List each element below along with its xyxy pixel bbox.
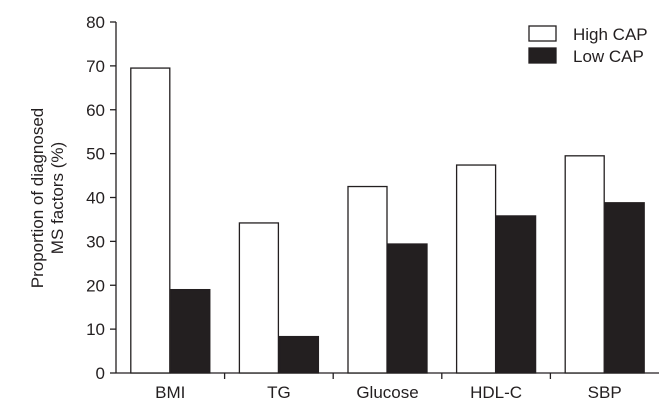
y-tick-label: 50 xyxy=(86,145,105,164)
y-tick-label: 40 xyxy=(86,189,105,208)
bar-high-cap-hdl-c xyxy=(455,164,497,374)
y-tick-label: 10 xyxy=(86,320,105,339)
legend-label: High CAP xyxy=(573,25,648,44)
y-tick-label: 80 xyxy=(86,13,105,32)
y-tick-label: 70 xyxy=(86,57,105,76)
x-tick-label: Glucose xyxy=(356,383,418,402)
legend-swatch xyxy=(528,25,557,42)
bar-low-cap-hdl-c xyxy=(495,215,537,374)
bar-high-cap-sbp xyxy=(564,155,605,374)
y-axis-title-line: Proportion of diagnosed xyxy=(28,108,47,289)
bar-high-cap-tg xyxy=(238,222,280,374)
x-tick-labels: BMI TG Glucose HDL-C SBP xyxy=(155,383,622,402)
bar-low-cap-glucose xyxy=(387,243,428,374)
bar-low-cap-bmi xyxy=(170,288,211,374)
y-tick-label: 0 xyxy=(96,364,105,383)
y-tick-label: 60 xyxy=(86,101,105,120)
bar-high-cap-bmi xyxy=(130,67,171,374)
y-tick-label: 20 xyxy=(86,276,105,295)
x-tick-label: BMI xyxy=(155,383,185,402)
legend: High CAP Low CAP xyxy=(528,25,648,66)
y-axis-title: Proportion of diagnosed MS factors (%) xyxy=(28,108,67,289)
legend-label: Low CAP xyxy=(573,47,644,66)
x-tick-label: SBP xyxy=(588,383,622,402)
x-tick-label: HDL-C xyxy=(470,383,522,402)
x-tick-label: TG xyxy=(267,383,291,402)
legend-swatch xyxy=(528,47,557,64)
bars xyxy=(130,67,645,374)
y-tick-label: 30 xyxy=(86,232,105,251)
y-axis-title-line: MS factors (%) xyxy=(48,142,67,254)
bar-low-cap-sbp xyxy=(604,202,645,374)
axes: 0 10 20 30 40 50 60 70 80 xyxy=(86,13,659,383)
bar-high-cap-glucose xyxy=(347,185,388,374)
bar-low-cap-tg xyxy=(278,335,320,374)
